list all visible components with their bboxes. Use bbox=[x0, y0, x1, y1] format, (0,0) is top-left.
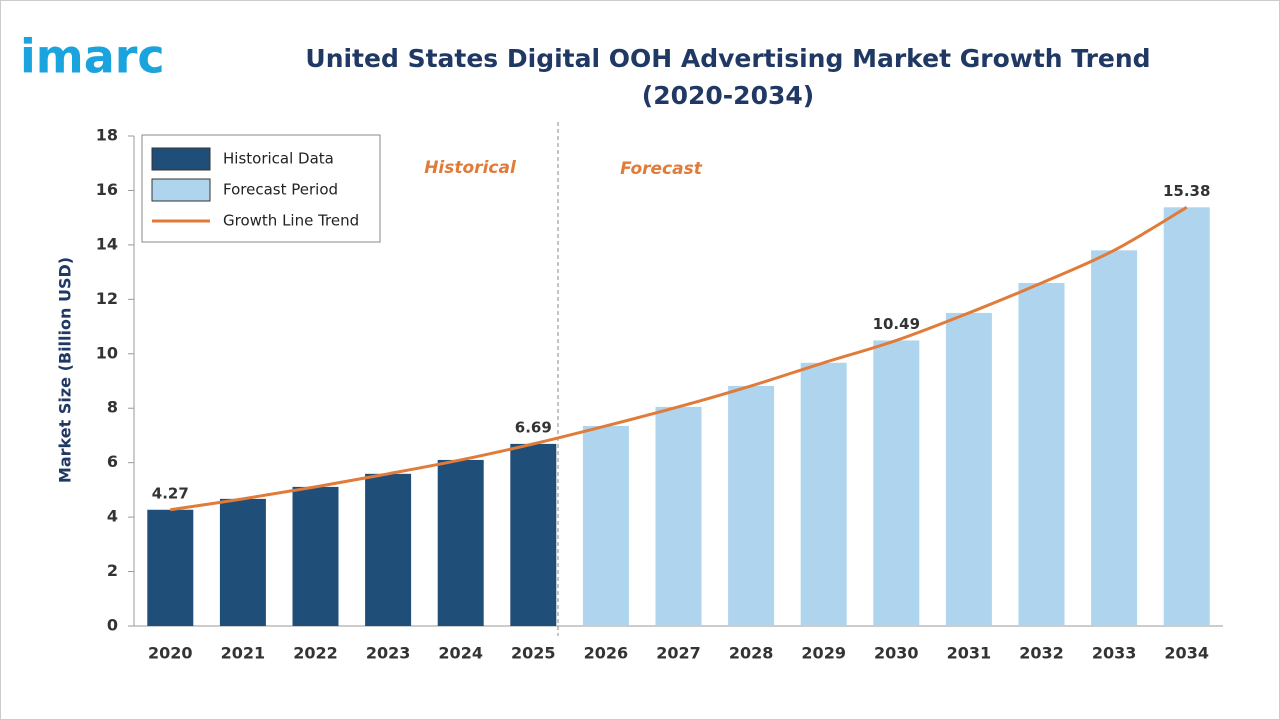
x-tick-label: 2029 bbox=[801, 644, 846, 663]
bar bbox=[365, 473, 412, 626]
x-tick-label: 2026 bbox=[584, 644, 629, 663]
y-tick-label: 8 bbox=[107, 398, 118, 417]
value-label: 4.27 bbox=[152, 484, 189, 502]
bar bbox=[510, 443, 557, 626]
chart-subtitle: (2020-2034) bbox=[642, 81, 814, 110]
x-tick-label: 2030 bbox=[874, 644, 919, 663]
y-tick-label: 18 bbox=[96, 126, 118, 145]
bar bbox=[873, 340, 920, 626]
bar bbox=[1091, 250, 1138, 627]
x-tick-label: 2022 bbox=[293, 644, 338, 663]
y-tick-label: 2 bbox=[107, 561, 118, 580]
x-tick-label: 2031 bbox=[947, 644, 992, 663]
chart-title: United States Digital OOH Advertising Ma… bbox=[305, 44, 1150, 73]
logo: imarc bbox=[20, 30, 165, 84]
legend-swatch bbox=[151, 178, 211, 202]
legend-label: Forecast Period bbox=[223, 181, 338, 199]
bar bbox=[945, 312, 992, 626]
bar bbox=[437, 459, 484, 626]
x-tick-label: 2033 bbox=[1092, 644, 1137, 663]
x-tick-label: 2032 bbox=[1019, 644, 1064, 663]
y-tick-label: 16 bbox=[96, 180, 118, 199]
x-tick-label: 2023 bbox=[366, 644, 411, 663]
y-tick-label: 12 bbox=[96, 289, 118, 308]
bar bbox=[219, 498, 266, 626]
x-tick-label: 2020 bbox=[148, 644, 193, 663]
bar bbox=[292, 486, 339, 626]
x-tick-label: 2028 bbox=[729, 644, 774, 663]
value-label: 15.38 bbox=[1163, 182, 1210, 200]
bar bbox=[1163, 207, 1210, 627]
y-tick-label: 0 bbox=[107, 616, 118, 635]
x-tick-label: 2025 bbox=[511, 644, 556, 663]
y-tick-label: 10 bbox=[96, 343, 118, 362]
y-tick-label: 4 bbox=[107, 507, 118, 526]
value-label: 10.49 bbox=[873, 315, 920, 333]
x-tick-label: 2021 bbox=[221, 644, 266, 663]
annotation: Historical bbox=[424, 158, 517, 178]
legend-swatch bbox=[151, 147, 211, 171]
legend-label: Growth Line Trend bbox=[223, 212, 359, 230]
bar bbox=[800, 362, 847, 626]
bar bbox=[655, 406, 702, 626]
y-tick-label: 6 bbox=[107, 452, 118, 471]
x-tick-label: 2024 bbox=[438, 644, 483, 663]
bar bbox=[728, 385, 775, 626]
bar bbox=[1018, 283, 1065, 626]
annotation: Forecast bbox=[620, 159, 703, 179]
x-tick-label: 2027 bbox=[656, 644, 701, 663]
bar bbox=[147, 509, 194, 626]
bar bbox=[582, 425, 629, 626]
y-tick-label: 14 bbox=[96, 234, 118, 253]
legend-label: Historical Data bbox=[223, 150, 334, 168]
value-label: 6.69 bbox=[515, 418, 552, 436]
x-tick-label: 2034 bbox=[1164, 644, 1209, 663]
y-axis-label: Market Size (Billion USD) bbox=[56, 257, 75, 483]
trend-line bbox=[170, 206, 1188, 512]
